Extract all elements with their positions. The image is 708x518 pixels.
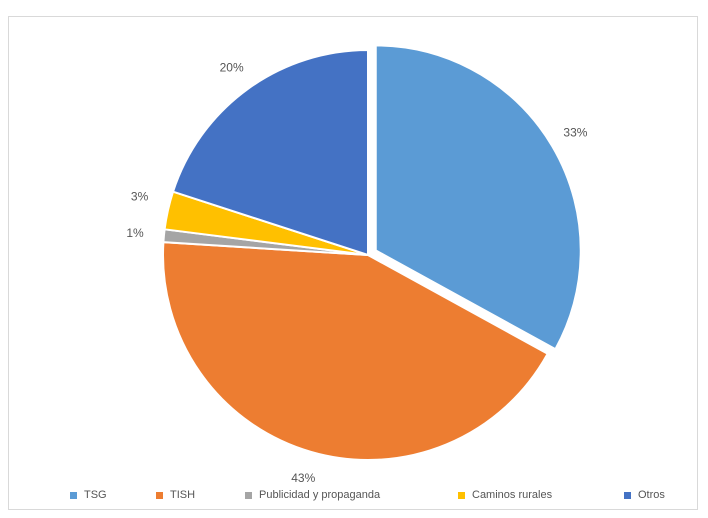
data-label-otros: 20% <box>220 60 244 74</box>
data-label-tsg: 33% <box>563 125 587 139</box>
legend-swatch-otros <box>624 491 631 499</box>
data-label-publicidad-y-propaganda: 1% <box>126 226 144 240</box>
legend-swatch-tish <box>156 491 163 499</box>
legend-label-tsg: TSG <box>84 489 107 501</box>
chart-legend: TSG TISH Publicidad y propaganda Caminos… <box>0 478 708 508</box>
pie-slice-tsg <box>374 44 582 351</box>
legend-item-otros: Otros <box>624 489 665 501</box>
pie-slice-otros <box>171 48 369 257</box>
legend-label-otros: Otros <box>638 489 665 501</box>
data-label-caminos-rurales: 3% <box>131 189 149 203</box>
legend-label-tish: TISH <box>170 489 196 501</box>
legend-item-caminos: Caminos rurales <box>458 489 552 501</box>
legend-label-caminos: Caminos rurales <box>472 489 553 501</box>
legend-item-tsg: TSG <box>70 489 107 501</box>
legend-swatch-caminos <box>458 491 465 499</box>
data-label-tish: 43% <box>291 471 315 485</box>
legend-item-publicidad: Publicidad y propaganda <box>245 489 380 501</box>
pie-slice-tish <box>162 241 550 461</box>
legend-label-publicidad: Publicidad y propaganda <box>259 489 381 501</box>
legend-swatch-publicidad <box>245 491 252 499</box>
legend-swatch-tsg <box>70 491 77 499</box>
legend-item-tish: TISH <box>156 489 195 501</box>
